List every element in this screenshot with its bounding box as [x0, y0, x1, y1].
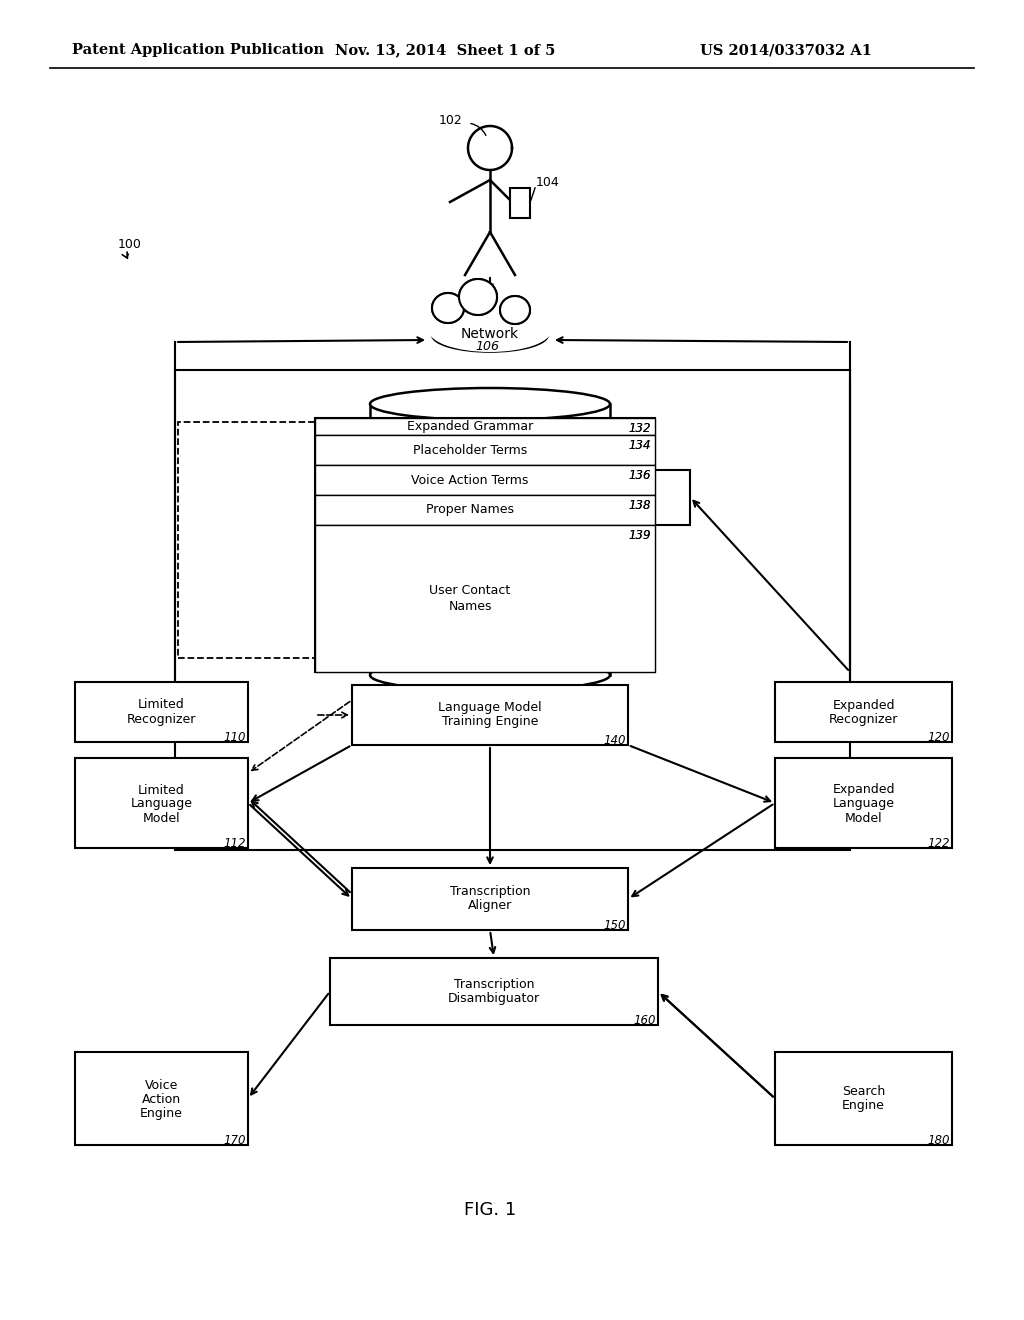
Text: Language: Language: [130, 797, 193, 810]
Text: 138: 138: [629, 499, 651, 512]
Text: 102: 102: [438, 114, 462, 127]
Text: 139: 139: [629, 529, 651, 543]
Ellipse shape: [500, 296, 530, 323]
Ellipse shape: [500, 296, 530, 323]
Ellipse shape: [370, 659, 610, 690]
Text: 110: 110: [223, 731, 246, 744]
Text: 136: 136: [629, 469, 651, 482]
Bar: [510, 187, 530, 218]
Text: Expanded: Expanded: [833, 784, 895, 796]
Text: Language: Language: [833, 797, 895, 810]
Ellipse shape: [432, 293, 464, 323]
Bar: [775, 682, 952, 742]
Ellipse shape: [428, 308, 552, 352]
Bar: [75, 682, 248, 742]
Text: Limited: Limited: [138, 784, 185, 796]
Bar: [352, 685, 628, 744]
Text: Model: Model: [845, 812, 883, 825]
Text: Action: Action: [142, 1093, 181, 1106]
Text: 134: 134: [629, 440, 651, 451]
Text: 132: 132: [629, 422, 651, 436]
Text: Aligner: Aligner: [468, 899, 512, 912]
Text: 112: 112: [223, 837, 246, 850]
Bar: [315, 525, 655, 672]
Bar: [775, 758, 952, 847]
Text: 130: 130: [445, 426, 472, 440]
Bar: [315, 465, 655, 495]
Text: 120: 120: [928, 731, 950, 744]
Bar: [655, 470, 690, 525]
Text: Expanded Grammar: Expanded Grammar: [407, 420, 534, 433]
Ellipse shape: [370, 388, 610, 420]
Text: 138: 138: [629, 499, 651, 512]
Text: 122: 122: [928, 837, 950, 850]
Text: Placeholder Terms: Placeholder Terms: [413, 444, 527, 457]
Text: Expanded: Expanded: [833, 698, 895, 711]
Text: Search: Search: [842, 1085, 885, 1098]
Text: 100: 100: [118, 239, 142, 252]
Bar: [330, 958, 658, 1026]
Ellipse shape: [459, 279, 497, 315]
Polygon shape: [370, 404, 610, 675]
Bar: [315, 436, 655, 465]
Text: Recognizer: Recognizer: [828, 713, 898, 726]
Text: Disambiguator: Disambiguator: [447, 993, 540, 1005]
Text: User Contact: User Contact: [429, 583, 511, 597]
Text: Language Model: Language Model: [438, 701, 542, 714]
Bar: [775, 1052, 952, 1144]
Bar: [315, 495, 655, 525]
Text: 140: 140: [603, 734, 626, 747]
Text: 139: 139: [629, 529, 651, 543]
Text: 150: 150: [603, 919, 626, 932]
Text: 160: 160: [634, 1014, 656, 1027]
Text: Training Engine: Training Engine: [441, 715, 539, 729]
Bar: [352, 869, 628, 931]
Text: Network: Network: [461, 327, 519, 341]
Text: 180: 180: [928, 1134, 950, 1147]
Text: 106: 106: [475, 339, 499, 352]
Text: 134: 134: [629, 440, 651, 451]
Ellipse shape: [432, 318, 548, 352]
Text: US 2014/0337032 A1: US 2014/0337032 A1: [700, 44, 872, 57]
Bar: [315, 418, 655, 436]
Bar: [75, 758, 248, 847]
Text: Voice Action Terms: Voice Action Terms: [412, 474, 528, 487]
Bar: [75, 1052, 248, 1144]
Text: Engine: Engine: [842, 1100, 885, 1111]
Text: Patent Application Publication: Patent Application Publication: [72, 44, 324, 57]
Text: 170: 170: [223, 1134, 246, 1147]
Text: Proper Names: Proper Names: [426, 503, 514, 516]
Bar: [315, 418, 655, 672]
Text: Model: Model: [142, 812, 180, 825]
Text: Voice: Voice: [144, 1078, 178, 1092]
Text: Recognizer: Recognizer: [127, 713, 197, 726]
Text: 136: 136: [629, 469, 651, 482]
Text: Limited: Limited: [138, 698, 185, 711]
Text: 132: 132: [629, 422, 651, 436]
Text: Nov. 13, 2014  Sheet 1 of 5: Nov. 13, 2014 Sheet 1 of 5: [335, 44, 555, 57]
Text: Transcription: Transcription: [454, 978, 535, 991]
Text: Transcription: Transcription: [450, 886, 530, 899]
Bar: [178, 422, 315, 657]
Text: 104: 104: [536, 176, 560, 189]
Text: FIG. 1: FIG. 1: [464, 1201, 516, 1218]
Ellipse shape: [459, 279, 497, 315]
Ellipse shape: [432, 293, 464, 323]
Text: Names: Names: [449, 601, 492, 612]
Bar: [175, 370, 850, 850]
Text: Engine: Engine: [140, 1107, 183, 1119]
